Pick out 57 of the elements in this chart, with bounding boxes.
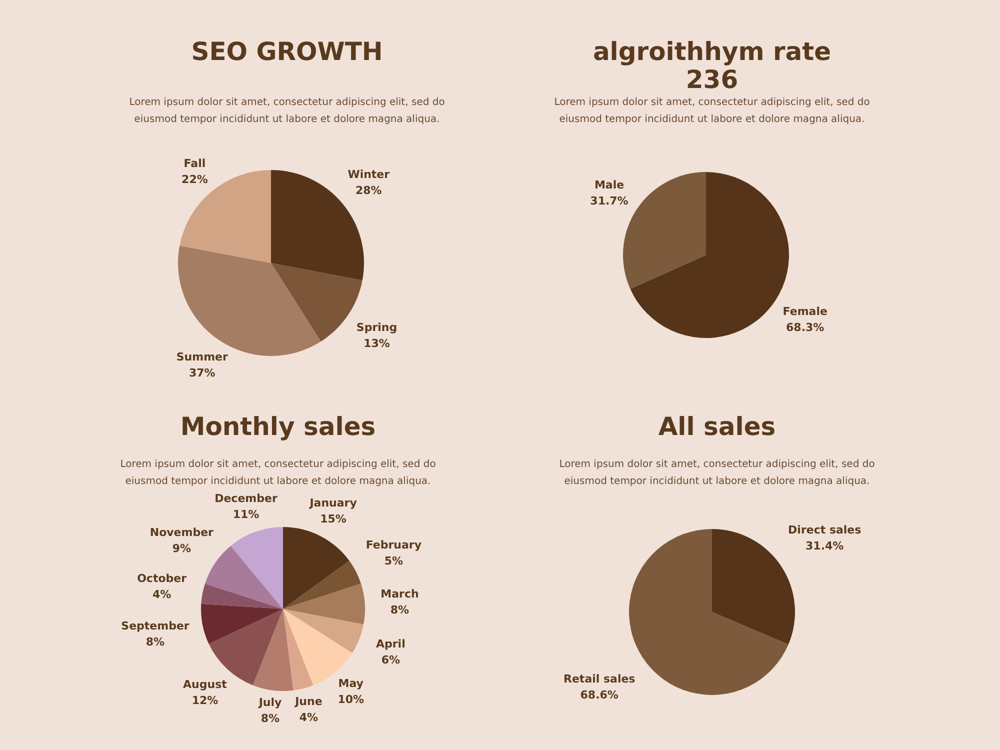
data-label: 4% bbox=[299, 711, 318, 724]
slice-label: June bbox=[294, 695, 322, 708]
data-label: 37% bbox=[188, 366, 216, 380]
slice-label: May bbox=[338, 677, 364, 690]
slice-label: October bbox=[137, 572, 188, 585]
chart-title: Monthly sales bbox=[180, 412, 376, 441]
chart-title: SEO GROWTH bbox=[191, 37, 383, 66]
slice-label: February bbox=[366, 538, 422, 552]
pie-slice bbox=[201, 584, 283, 609]
slice-label: Winter bbox=[348, 168, 390, 182]
chart-subtitle: Lorem ipsum dolor sit amet, consectetur adipiscing elit, sed do eiusmod tempor incididunt ut labore et dolore magna aliqua. bbox=[559, 459, 875, 487]
data-label: 13% bbox=[364, 336, 390, 350]
data-label: 31.7% bbox=[590, 194, 628, 208]
pie-slice bbox=[283, 584, 365, 624]
data-label: 28% bbox=[355, 184, 382, 198]
slice-label: November bbox=[150, 526, 214, 540]
data-label: 6% bbox=[381, 654, 400, 667]
slice-label: Female bbox=[782, 305, 828, 318]
pie-slice bbox=[252, 609, 294, 691]
slice-label: April bbox=[376, 638, 406, 651]
data-label: 8% bbox=[260, 712, 280, 725]
chart-title: algroithhym rate 236 bbox=[592, 37, 832, 94]
slice-label: Summer bbox=[176, 350, 229, 364]
chart-subtitle: Lorem ipsum dolor sit amet, consectetur adipiscing elit, sed do eiusmod tempor incididunt ut labore et dolore magna aliqua. bbox=[120, 459, 436, 487]
pie-slice bbox=[180, 170, 271, 263]
slice-label: January bbox=[308, 496, 357, 510]
data-label: 68.6% bbox=[580, 688, 618, 702]
chart-subtitle: Lorem ipsum dolor sit amet, consectetur adipiscing elit, sed do eiusmod tempor incididunt ut labore et dolore magna aliqua. bbox=[129, 97, 445, 125]
slice-label: December bbox=[214, 492, 278, 506]
pie-slice bbox=[230, 527, 283, 609]
data-label: 10% bbox=[338, 693, 364, 706]
slice-label: Direct sales bbox=[788, 524, 862, 537]
slice-label: Spring bbox=[356, 320, 398, 334]
slice-label: September bbox=[121, 619, 190, 632]
data-label: 9% bbox=[172, 542, 192, 556]
slice-label: July bbox=[258, 696, 282, 709]
chart-title: All sales bbox=[658, 412, 776, 441]
data-label: 8% bbox=[146, 635, 165, 648]
data-label: 15% bbox=[320, 512, 346, 526]
data-label: 22% bbox=[182, 172, 208, 186]
data-label: 31.4% bbox=[806, 540, 844, 553]
pie-slice bbox=[283, 560, 361, 609]
slice-label: Male bbox=[594, 178, 624, 192]
pie-slice bbox=[283, 527, 350, 609]
slice-label: March bbox=[380, 588, 419, 601]
chart-subtitle: Lorem ipsum dolor sit amet, consectetur adipiscing elit, sed do eiusmod tempor incididunt ut labore et dolore magna aliqua. bbox=[554, 97, 870, 125]
pie-slice bbox=[205, 546, 283, 609]
data-label: 8% bbox=[390, 604, 410, 617]
data-label: 12% bbox=[192, 694, 218, 708]
data-label: 5% bbox=[384, 554, 404, 568]
data-label: 68.3% bbox=[786, 321, 824, 334]
data-label: 4% bbox=[152, 588, 172, 601]
slice-label: Retail sales bbox=[564, 672, 636, 686]
slice-label: Fall bbox=[184, 156, 206, 170]
data-label: 11% bbox=[232, 508, 260, 522]
slice-label: August bbox=[183, 678, 227, 692]
pie-slice bbox=[201, 604, 283, 644]
